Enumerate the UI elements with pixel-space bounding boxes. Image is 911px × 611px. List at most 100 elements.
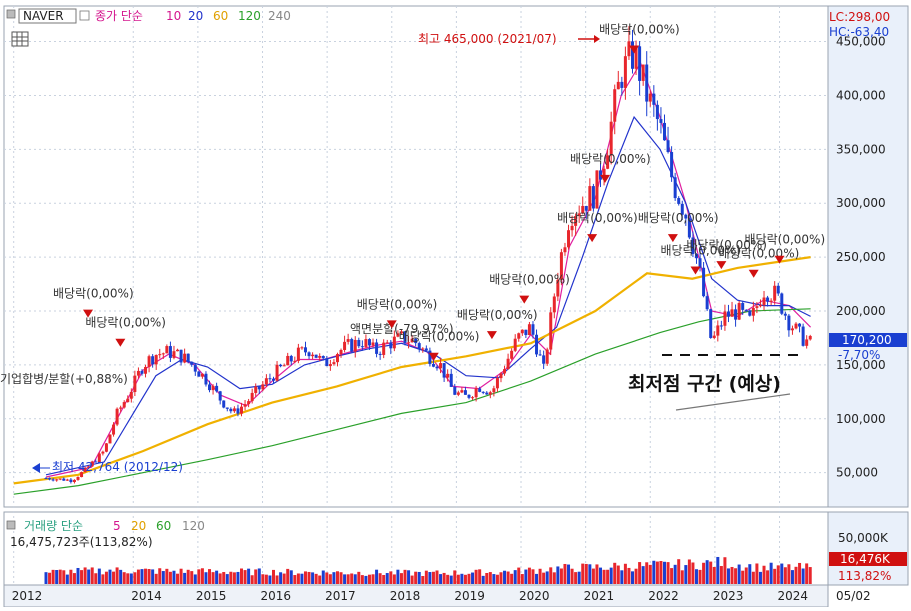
candle-body: [634, 46, 638, 69]
candle-body: [154, 354, 158, 365]
settings-icon[interactable]: [79, 10, 90, 21]
candle-body: [662, 122, 666, 141]
volume-bar: [154, 573, 158, 584]
volume-bar: [247, 568, 251, 584]
candle-body: [97, 453, 101, 463]
volume-bar: [243, 570, 247, 584]
candle-body: [353, 339, 357, 352]
volume-bar: [232, 572, 236, 584]
dividend-label-1: 배당락(0,00%): [85, 316, 166, 330]
volume-bar: [567, 564, 571, 584]
candle-body: [659, 119, 663, 123]
candle-body: [520, 329, 524, 334]
candle-body: [488, 392, 492, 395]
panel-toggle-icon[interactable]: [6, 9, 16, 19]
candle-body: [755, 306, 759, 308]
candle-body: [318, 356, 322, 358]
volume-bar: [126, 573, 130, 584]
volume-bar: [140, 569, 144, 584]
volume-bar: [339, 572, 343, 584]
candle-body: [399, 331, 403, 334]
candle-body: [76, 477, 80, 480]
dividend-label-7: 배당락(0,00%): [570, 152, 651, 166]
candle-body: [101, 451, 105, 454]
candle-body: [385, 342, 389, 344]
volume-bar: [659, 560, 663, 584]
volume-change: 113,82%: [838, 569, 891, 583]
dividend-arrow-icon: [748, 269, 759, 278]
price-tick-labels: 50,000 100,000 150,000 200,000 250,000 300,00…: [836, 35, 886, 480]
volume-bar: [58, 569, 62, 584]
candle-body: [552, 296, 556, 313]
volume-bar: [147, 568, 151, 584]
grid-table-icon[interactable]: [11, 31, 29, 47]
volume-bar: [549, 567, 553, 584]
volume-bar: [360, 575, 364, 584]
volume-bar: [481, 575, 485, 584]
volume-bar: [769, 562, 773, 584]
volume-bar: [367, 574, 371, 584]
volume-bar: [691, 562, 695, 584]
candle-body: [762, 297, 766, 306]
ticker-label[interactable]: NAVER: [23, 9, 64, 23]
candle-body: [72, 479, 76, 483]
volume-bar: [623, 563, 627, 584]
volume-bar: [709, 561, 713, 584]
price-tick-1: 100,000: [836, 412, 886, 426]
volume-bar: [723, 557, 727, 584]
volume-bar: [805, 563, 809, 584]
dividend-label-4: 배당락(0,00%): [457, 308, 538, 322]
volume-bar: [378, 573, 382, 584]
candle-body: [773, 285, 777, 301]
volume-bar: [303, 571, 307, 584]
candle-body: [80, 472, 84, 478]
candle-body: [314, 354, 318, 358]
candle-body: [339, 349, 343, 355]
candle-body: [638, 46, 642, 81]
volume-bar: [506, 571, 510, 584]
volume-bar: [595, 564, 599, 584]
candle-body: [392, 336, 396, 349]
price-tick-4: 250,000: [836, 250, 886, 264]
candle-body: [428, 350, 432, 364]
volume-bar: [300, 573, 304, 584]
volume-badge: [829, 552, 907, 566]
candle-body: [250, 392, 254, 402]
volume-bar: [72, 573, 76, 584]
volume-bar: [353, 574, 357, 584]
candle-body: [140, 370, 144, 374]
candle-body: [275, 364, 279, 381]
high-arrow-icon: [594, 35, 600, 43]
candle-body: [449, 373, 453, 387]
candle-body: [677, 198, 681, 204]
volume-bar: [684, 565, 688, 584]
volume-bar: [439, 574, 443, 584]
candle-body: [357, 339, 361, 347]
candle-body: [741, 303, 745, 310]
volume-bar: [279, 572, 283, 584]
volume-bar: [176, 573, 180, 584]
volume-bar: [620, 570, 624, 584]
candle-body: [563, 247, 567, 253]
candle-body: [805, 339, 809, 346]
price-tick-8: 450,000: [836, 35, 886, 49]
current-price-badge: [829, 333, 907, 347]
candle-body: [613, 89, 617, 122]
candle-body: [122, 402, 126, 408]
volume-bar: [442, 572, 446, 584]
candle-body: [510, 350, 514, 359]
ticker-box[interactable]: [18, 8, 77, 24]
volume-bar: [80, 570, 84, 584]
candle-body: [577, 213, 581, 217]
volume-toggle-icon[interactable]: [6, 520, 16, 530]
candle-body: [218, 391, 222, 401]
candle-body: [702, 267, 706, 297]
volume-bar: [499, 572, 503, 584]
volume-bar: [403, 569, 407, 584]
volume-bar: [677, 559, 681, 584]
dividend-markers: 배당락(0,00%)배당락(0,00%)배당락(0,00%)배당락(0,00%)…: [53, 23, 825, 361]
candle-body: [158, 354, 162, 356]
candle-body: [48, 478, 52, 480]
candle-body: [513, 338, 517, 351]
